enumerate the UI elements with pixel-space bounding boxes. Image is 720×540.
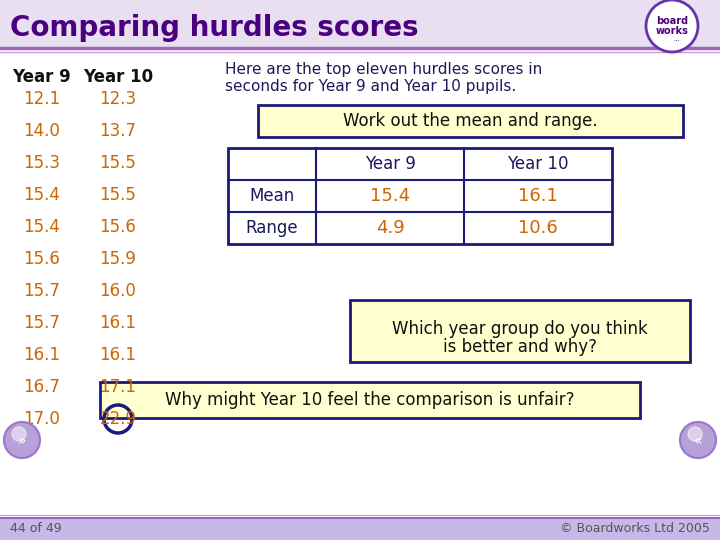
Text: 15.6: 15.6 <box>24 250 60 268</box>
Text: 15.9: 15.9 <box>99 250 136 268</box>
Text: 10.6: 10.6 <box>518 219 558 237</box>
Text: 16.1: 16.1 <box>99 346 137 364</box>
Text: Why might Year 10 feel the comparison is unfair?: Why might Year 10 feel the comparison is… <box>166 391 575 409</box>
Text: Which year group do you think: Which year group do you think <box>392 320 648 338</box>
Text: 14.0: 14.0 <box>24 122 60 140</box>
Text: works: works <box>656 26 688 36</box>
Text: 15.5: 15.5 <box>99 154 136 172</box>
Text: is better and why?: is better and why? <box>443 338 597 356</box>
Text: seconds for Year 9 and Year 10 pupils.: seconds for Year 9 and Year 10 pupils. <box>225 79 516 94</box>
FancyBboxPatch shape <box>0 518 720 540</box>
FancyBboxPatch shape <box>100 382 640 418</box>
Text: 15.7: 15.7 <box>24 314 60 332</box>
Text: Here are the top eleven hurdles scores in: Here are the top eleven hurdles scores i… <box>225 62 542 77</box>
Text: Year 9: Year 9 <box>364 155 415 173</box>
Text: Comparing hurdles scores: Comparing hurdles scores <box>10 14 418 42</box>
Circle shape <box>4 422 40 458</box>
Text: Year 10: Year 10 <box>83 68 153 86</box>
Text: Year 9: Year 9 <box>13 68 71 86</box>
Text: 15.5: 15.5 <box>99 186 136 204</box>
FancyBboxPatch shape <box>258 105 683 137</box>
Text: 16.1: 16.1 <box>518 187 558 205</box>
Circle shape <box>688 427 702 441</box>
Text: ...: ... <box>674 36 680 42</box>
Text: »: » <box>18 434 26 448</box>
Text: 15.4: 15.4 <box>370 187 410 205</box>
Text: board: board <box>656 16 688 26</box>
Text: 12.3: 12.3 <box>99 90 137 108</box>
Text: 16.1: 16.1 <box>24 346 60 364</box>
Text: 15.3: 15.3 <box>24 154 60 172</box>
Text: 15.7: 15.7 <box>24 282 60 300</box>
FancyBboxPatch shape <box>350 300 690 362</box>
FancyBboxPatch shape <box>0 0 720 48</box>
Text: © Boardworks Ltd 2005: © Boardworks Ltd 2005 <box>560 523 710 536</box>
Text: 16.7: 16.7 <box>24 378 60 396</box>
Text: 15.6: 15.6 <box>99 218 136 236</box>
Text: Mean: Mean <box>249 187 294 205</box>
Text: 44 of 49: 44 of 49 <box>10 523 62 536</box>
Text: 15.4: 15.4 <box>24 186 60 204</box>
Text: 12.1: 12.1 <box>24 90 60 108</box>
Text: «: « <box>694 434 702 448</box>
Circle shape <box>646 0 698 52</box>
FancyBboxPatch shape <box>228 148 612 244</box>
Text: Year 10: Year 10 <box>508 155 569 173</box>
Circle shape <box>12 427 26 441</box>
Text: 17.1: 17.1 <box>99 378 137 396</box>
Circle shape <box>680 422 716 458</box>
Text: 17.0: 17.0 <box>24 410 60 428</box>
Text: 16.1: 16.1 <box>99 314 137 332</box>
Text: Work out the mean and range.: Work out the mean and range. <box>343 112 598 130</box>
Text: 22.9: 22.9 <box>99 410 137 428</box>
Text: 16.0: 16.0 <box>99 282 136 300</box>
Text: Range: Range <box>246 219 298 237</box>
Text: 4.9: 4.9 <box>376 219 405 237</box>
Text: 13.7: 13.7 <box>99 122 137 140</box>
Text: 15.4: 15.4 <box>24 218 60 236</box>
